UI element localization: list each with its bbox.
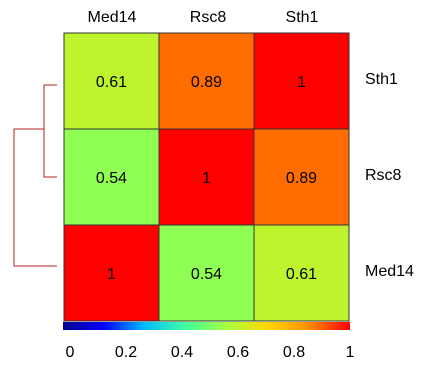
heatmap-cell-label: 0.54: [96, 170, 127, 187]
row-dendrogram: [13, 84, 57, 267]
colorbar-tick-label: 0.4: [171, 344, 193, 361]
colorbar-tick-label: 0.8: [283, 344, 305, 361]
dendrogram-branch-outer: [13, 128, 57, 267]
heatmap-cell: [253, 224, 350, 322]
heatmap-cell: [158, 32, 255, 130]
heatmap-cell-label: 1: [202, 170, 211, 187]
column-label: Rsc8: [190, 9, 227, 26]
heatmap-cell-label: 0.89: [191, 74, 222, 91]
heatmap-cell: [63, 224, 160, 322]
heatmap-cell-label: 1: [107, 266, 116, 283]
colorbar-tick-label: 0.6: [227, 344, 249, 361]
heatmap-cell-label: 1: [297, 74, 306, 91]
heatmap-cell: [253, 128, 350, 226]
colorbar-tick-label: 0: [66, 344, 75, 361]
row-labels: Sth1 Rsc8 Med14: [365, 71, 414, 280]
heatmap-cell-label: 0.89: [286, 170, 317, 187]
dendrogram-branch-inner: [43, 84, 57, 178]
heatmap-cell-label: 0.54: [191, 266, 222, 283]
column-label: Sth1: [286, 9, 319, 26]
heatmap-cell: [158, 128, 255, 226]
colorbar-tick-label: 1: [346, 344, 355, 361]
colorbar: [63, 322, 350, 330]
column-label: Med14: [88, 9, 137, 26]
colorbar-ticks: 0 0.2 0.4 0.6 0.8 1: [66, 344, 355, 361]
heatmap-cell-label: 0.61: [286, 266, 317, 283]
heatmap-cell-label: 0.61: [96, 74, 127, 91]
row-label: Sth1: [365, 71, 398, 88]
heatmap-cell: [63, 128, 160, 226]
heatmap-cell: [158, 224, 255, 322]
heatmap-cell: [63, 32, 160, 130]
heatmap-cell: [253, 32, 350, 130]
colorbar-tick-label: 0.2: [115, 344, 137, 361]
row-label: Med14: [365, 263, 414, 280]
column-labels: Med14 Rsc8 Sth1: [88, 9, 319, 26]
heatmap-cells: 0.61 0.89 1 0.54 1 0.89 1 0.54 0.61: [63, 32, 350, 322]
row-label: Rsc8: [365, 167, 402, 184]
